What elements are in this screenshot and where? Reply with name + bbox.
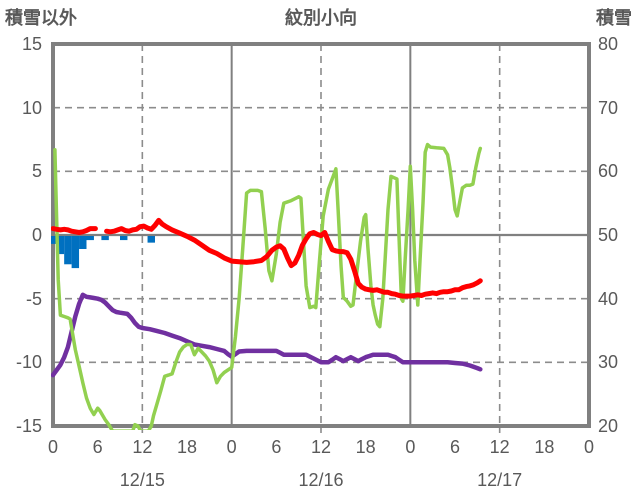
blue-bars (86, 236, 94, 241)
purple-line (51, 292, 483, 378)
right-axis-title: 積雪 (596, 8, 632, 28)
red-line (104, 217, 483, 299)
blue-bars (120, 236, 128, 241)
blue-bars (101, 236, 109, 241)
blue-bars (147, 236, 155, 243)
blue-bars (79, 236, 87, 250)
green-line (53, 142, 483, 430)
blue-bars (51, 236, 57, 244)
blue-bars (71, 236, 80, 269)
plot-frame (51, 42, 591, 428)
blue-bars (64, 236, 72, 265)
blue-bars (56, 236, 65, 255)
left-axis-title: 積雪以外 (5, 8, 77, 28)
red-line (51, 226, 98, 235)
chart-title: 紋別小向 (285, 8, 357, 28)
